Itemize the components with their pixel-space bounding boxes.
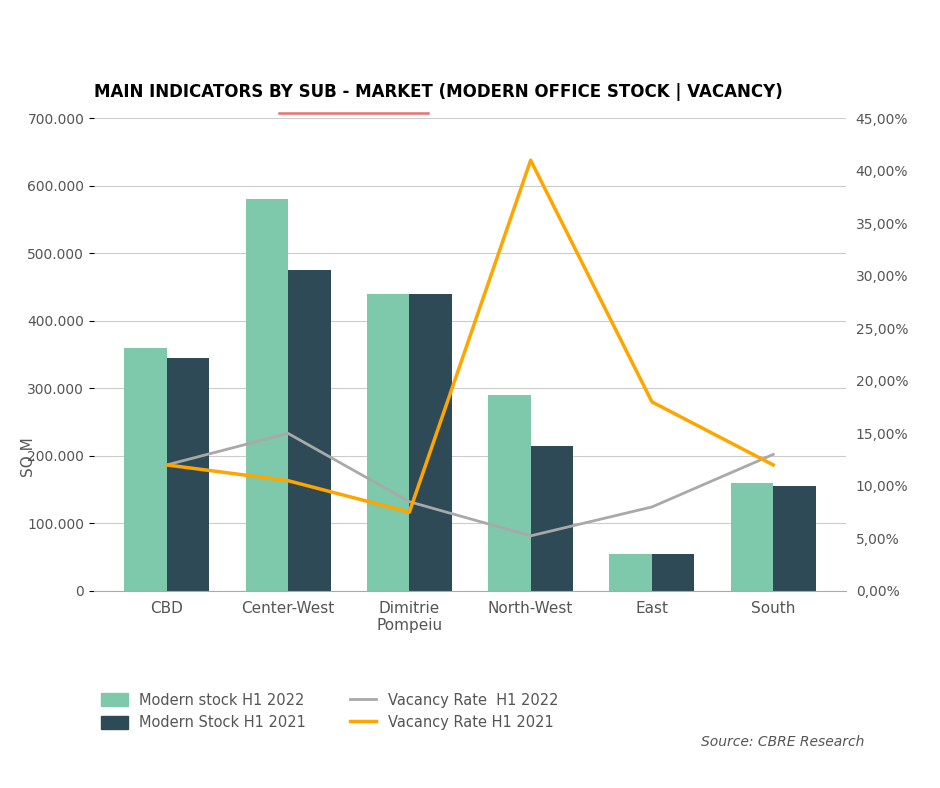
Bar	[288, 270, 331, 591]
Bar	[166, 358, 210, 591]
Bar	[245, 199, 288, 591]
Bar	[609, 554, 652, 591]
Bar	[774, 486, 816, 591]
Text: Source: CBRE Research: Source: CBRE Research	[701, 734, 865, 749]
Bar	[409, 294, 452, 591]
Text: MAIN INDICATORS BY SUB - MARKET (MODERN OFFICE STOCK | VACANCY): MAIN INDICATORS BY SUB - MARKET (MODERN …	[94, 83, 783, 101]
Bar	[367, 294, 409, 591]
Bar	[531, 446, 573, 591]
Bar	[124, 348, 166, 591]
Bar	[730, 483, 774, 591]
Text: SQ M: SQ M	[21, 437, 36, 477]
Bar	[488, 395, 531, 591]
Bar	[652, 554, 695, 591]
Legend: Modern stock H1 2022, Modern Stock H1 2021, Vacancy Rate  H1 2022, Vacancy Rate : Modern stock H1 2022, Modern Stock H1 20…	[102, 693, 558, 730]
